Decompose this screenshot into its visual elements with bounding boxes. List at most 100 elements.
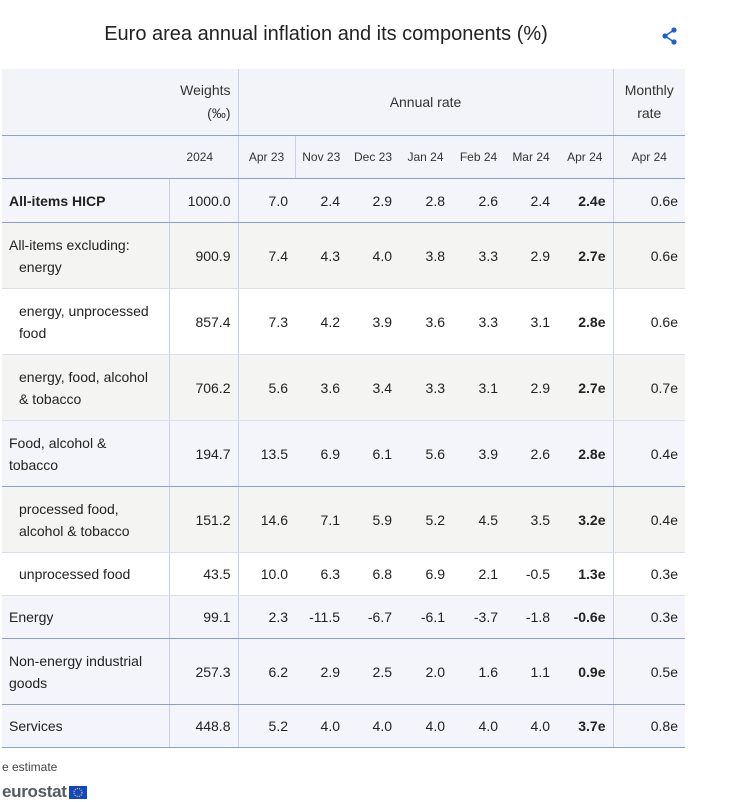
weight-cell: 706.2 bbox=[168, 354, 238, 421]
annual-rate-cell: 2.1 bbox=[452, 552, 505, 596]
row-label: energy, unprocessed food bbox=[2, 288, 169, 355]
weight-cell: 257.3 bbox=[168, 638, 238, 705]
annual-rate-cell: 3.4 bbox=[347, 354, 399, 421]
annual-rate-cell: 7.3 bbox=[237, 288, 295, 355]
monthly-rate-cell: 0.4e bbox=[612, 486, 685, 553]
weight-cell: 1000.0 bbox=[168, 178, 238, 223]
annual-rate-cell: 3.5 bbox=[505, 486, 557, 553]
inflation-table: Weights (‰) Annual rate Monthly rate 202… bbox=[2, 69, 685, 748]
annual-rate-cell: 5.6 bbox=[237, 354, 295, 421]
row-label: energy, food, alcohol & tobacco bbox=[2, 354, 169, 421]
table-row: energy, food, alcohol & tobacco 706.2 5.6 3.… bbox=[2, 354, 685, 421]
column-header: 2024 bbox=[169, 135, 238, 179]
annual-rate-cell: 6.3 bbox=[295, 552, 347, 596]
header-row-periods: 2024 Apr 23 Nov 23 Dec 23 Jan 24 Feb 24 … bbox=[2, 135, 685, 179]
row-label-line: processed food, bbox=[19, 500, 119, 517]
row-label-line: Food, alcohol & bbox=[9, 434, 107, 451]
annual-rate-cell: 2.4 bbox=[295, 178, 347, 223]
annual-rate-cell: 2.3 bbox=[237, 595, 295, 639]
table-row: All-items excluding: energy 900.9 7.4 4.3 4.0… bbox=[2, 222, 685, 289]
annual-rate-cell: -6.1 bbox=[399, 595, 452, 639]
annual-rate-cell: -1.8 bbox=[505, 595, 557, 639]
annual-rate-cell: 4.0 bbox=[505, 704, 557, 748]
header-weights-label: Weights bbox=[180, 82, 231, 98]
weight-cell: 857.4 bbox=[168, 288, 238, 355]
row-label: Services bbox=[2, 704, 169, 748]
annual-rate-cell: 14.6 bbox=[237, 486, 295, 553]
eu-flag-icon bbox=[68, 785, 87, 799]
annual-rate-cell: -3.7 bbox=[452, 595, 505, 639]
annual-rate-cell: 5.2 bbox=[237, 704, 295, 748]
row-label-line: food bbox=[19, 324, 47, 341]
column-header: Nov 23 bbox=[294, 135, 347, 179]
annual-rate-cell: 5.6 bbox=[399, 420, 452, 487]
header-monthly-label-1: Monthly bbox=[624, 82, 674, 98]
table-row: energy, unprocessed food 857.4 7.3 4.2 3.9 3.6… bbox=[2, 288, 685, 355]
annual-rate-cell: -0.5 bbox=[505, 552, 557, 596]
monthly-rate-cell: 0.6e bbox=[612, 178, 685, 223]
table-row: Energy 99.1 2.3 -11.5 -6.7 -6.1 -3.7 -1.8 -0.6e 0… bbox=[2, 595, 685, 639]
annual-rate-cell: 2.8 bbox=[399, 178, 452, 223]
monthly-rate-cell: 0.3e bbox=[612, 595, 685, 639]
annual-rate-cell: 3.7e bbox=[557, 704, 613, 748]
monthly-rate-cell: 0.3e bbox=[612, 552, 685, 596]
annual-rate-cell: 5.2 bbox=[399, 486, 452, 553]
annual-rate-cell: 10.0 bbox=[237, 552, 295, 596]
weight-cell: 99.1 bbox=[168, 595, 238, 639]
annual-rate-cell: 2.9 bbox=[347, 178, 399, 223]
annual-rate-cell: 4.0 bbox=[347, 222, 399, 289]
annual-rate-cell: 3.2e bbox=[557, 486, 613, 553]
annual-rate-cell: 3.3 bbox=[452, 222, 505, 289]
annual-rate-cell: 3.6 bbox=[295, 354, 347, 421]
annual-rate-cell: 6.9 bbox=[295, 420, 347, 487]
chart-title: Euro area annual inflation and its compo… bbox=[104, 23, 548, 45]
annual-rate-cell: 3.6 bbox=[399, 288, 452, 355]
annual-rate-cell: 0.9e bbox=[557, 638, 613, 705]
annual-rate-cell: 7.1 bbox=[295, 486, 347, 553]
monthly-rate-cell: 0.5e bbox=[612, 638, 685, 705]
row-label: All-items excluding: energy bbox=[2, 222, 169, 289]
eurostat-logo: eurostat bbox=[2, 782, 87, 801]
annual-rate-cell: 6.1 bbox=[347, 420, 399, 487]
annual-rate-cell: 2.5 bbox=[347, 638, 399, 705]
header-corner bbox=[2, 69, 169, 136]
monthly-rate-cell: 0.8e bbox=[612, 704, 685, 748]
annual-rate-cell: 2.9 bbox=[505, 354, 557, 421]
row-label-line: & tobacco bbox=[19, 390, 82, 407]
header-corner-2 bbox=[2, 135, 169, 179]
row-label: processed food, alcohol & tobacco bbox=[2, 486, 169, 553]
annual-rate-cell: 2.4e bbox=[557, 178, 613, 223]
row-label: All-items HICP bbox=[2, 178, 169, 223]
weight-cell: 448.8 bbox=[168, 704, 238, 748]
table-row: Non-energy industrial goods 257.3 6.2 2.9 2.5… bbox=[2, 638, 685, 705]
annual-rate-cell: 4.0 bbox=[295, 704, 347, 748]
annual-rate-cell: 2.9 bbox=[505, 222, 557, 289]
weight-cell: 194.7 bbox=[168, 420, 238, 487]
row-label-line: energy, unprocessed bbox=[19, 302, 149, 319]
share-icon[interactable] bbox=[660, 26, 680, 46]
annual-rate-cell: -0.6e bbox=[557, 595, 613, 639]
monthly-rate-cell: 0.4e bbox=[612, 420, 685, 487]
header-annual-rate: Annual rate bbox=[237, 69, 613, 136]
annual-rate-cell: 4.5 bbox=[452, 486, 505, 553]
annual-rate-cell: 13.5 bbox=[237, 420, 295, 487]
table-row: All-items HICP 1000.0 7.0 2.4 2.9 2.8 2.6 2.4 2.… bbox=[2, 178, 685, 223]
row-label: Food, alcohol & tobacco bbox=[2, 420, 169, 487]
annual-rate-cell: -11.5 bbox=[295, 595, 347, 639]
annual-rate-cell: 4.0 bbox=[399, 704, 452, 748]
row-label-line: tobacco bbox=[9, 456, 59, 473]
table-row: Food, alcohol & tobacco 194.7 13.5 6.9 6.1 5.6… bbox=[2, 420, 685, 487]
row-label-line: energy, food, alcohol bbox=[19, 368, 148, 385]
annual-rate-cell: 3.9 bbox=[347, 288, 399, 355]
column-header: Apr 24 bbox=[557, 135, 613, 179]
annual-rate-cell: 5.9 bbox=[347, 486, 399, 553]
annual-rate-cell: 2.9 bbox=[295, 638, 347, 705]
annual-rate-cell: 6.2 bbox=[237, 638, 295, 705]
row-label: Non-energy industrial goods bbox=[2, 638, 169, 705]
header-monthly-label-2: rate bbox=[637, 105, 662, 121]
annual-rate-cell: 4.3 bbox=[295, 222, 347, 289]
table-body: All-items HICP 1000.0 7.0 2.4 2.9 2.8 2.6 2.4 2.… bbox=[2, 178, 685, 748]
annual-rate-cell: 3.8 bbox=[399, 222, 452, 289]
annual-rate-cell: 4.2 bbox=[295, 288, 347, 355]
table-row: Services 448.8 5.2 4.0 4.0 4.0 4.0 4.0 3.7e 0.8e bbox=[2, 704, 685, 748]
